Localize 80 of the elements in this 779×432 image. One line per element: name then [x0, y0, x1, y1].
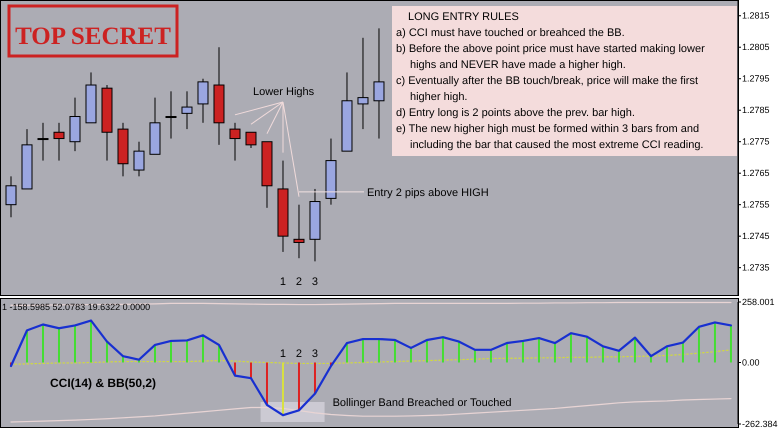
bar	[26, 330, 28, 362]
y-tick-label: 0.00	[742, 357, 760, 368]
y-tick-label: 1.2775	[742, 136, 770, 147]
annotation: c) Eventually after the BB touch/break, price will make the first higher high.	[396, 75, 698, 103]
bar	[90, 320, 92, 362]
bar	[490, 350, 492, 362]
bar	[250, 362, 252, 378]
y-tick-label: 1.2765	[742, 168, 770, 178]
candlestick	[133, 141, 144, 177]
y-tick-label: 1.2755	[742, 200, 770, 210]
candlestick	[373, 28, 384, 140]
bar	[106, 342, 108, 362]
bar	[554, 343, 556, 362]
line-series	[10, 319, 732, 416]
bar	[74, 325, 76, 362]
annotation: a) CCI must have touched or breahced the BB.	[396, 27, 625, 39]
bar	[682, 342, 684, 362]
candlestick	[293, 204, 304, 259]
candlestick	[6, 176, 16, 218]
bar	[602, 346, 604, 362]
annotation: 1	[280, 276, 286, 288]
bar	[186, 340, 188, 362]
bar	[410, 348, 412, 362]
y-tick-label: 1.2805	[742, 42, 770, 52]
bar	[378, 339, 380, 362]
y-tick-label: 1.2815	[742, 10, 770, 21]
bar	[586, 336, 588, 362]
annotation: Lower Highs	[253, 86, 315, 98]
bar	[362, 339, 364, 362]
y-tick-label: 1.2745	[742, 231, 770, 242]
y-tick-label: 1.2795	[742, 74, 770, 84]
annotation: 1	[280, 348, 286, 360]
bar	[698, 326, 700, 362]
bar	[538, 338, 540, 362]
candlestick	[181, 90, 192, 130]
bar	[266, 362, 268, 405]
annotation: 3	[312, 276, 318, 288]
annotation: 2	[296, 348, 302, 360]
bar	[394, 340, 396, 362]
line-series	[10, 398, 732, 423]
bar	[154, 344, 156, 362]
y-tick-label: -262.384	[742, 418, 778, 429]
candlestick	[245, 132, 256, 148]
candlestick	[357, 37, 368, 130]
y-tick-label: 258.001	[742, 296, 775, 307]
bar	[458, 342, 460, 362]
annotation: e) The new higher high must be formed within 3 bars from and including the bar that caused the most extreme CCI reading.	[396, 123, 704, 151]
annotation: 3	[312, 348, 318, 360]
bar	[506, 343, 508, 362]
candlestick	[229, 122, 240, 162]
bar	[666, 346, 668, 362]
text: CCI(14) & BB(50,2)	[50, 376, 156, 390]
bar	[314, 362, 316, 394]
bar	[714, 322, 716, 362]
bar	[730, 325, 732, 362]
bar	[570, 333, 572, 362]
candlestick	[38, 122, 48, 162]
bar	[474, 350, 476, 362]
y-tick-label: 1.2785	[742, 105, 770, 116]
annotation: LONG ENTRY RULES	[408, 11, 519, 23]
annotation: TOP SECRET	[15, 23, 172, 50]
annotation: d) Entry long is 2 points above the prev. bar high.	[396, 107, 635, 119]
bar	[522, 340, 524, 362]
annotation: 2	[296, 276, 302, 288]
bar	[426, 340, 428, 362]
annotation: Entry 2 pips above HIGH	[366, 186, 489, 199]
annotation: Bollinger Band Breached or Touched	[332, 397, 512, 409]
annotation: b) Before the above point price must have started making lower highs and NEVER have made a higher high.	[396, 43, 706, 71]
bar	[202, 335, 204, 362]
bar	[58, 328, 60, 362]
y-tick-label: 1.2735	[742, 262, 770, 273]
bar	[42, 324, 44, 362]
bar	[442, 337, 444, 362]
candlestick	[165, 90, 176, 140]
bar	[170, 340, 172, 362]
bar	[634, 338, 636, 362]
annotation: 1 -158.5985 52.0783 19.6322 0.0000	[2, 302, 150, 312]
candlestick	[197, 78, 208, 124]
bar	[298, 362, 300, 410]
candlestick	[53, 122, 64, 162]
